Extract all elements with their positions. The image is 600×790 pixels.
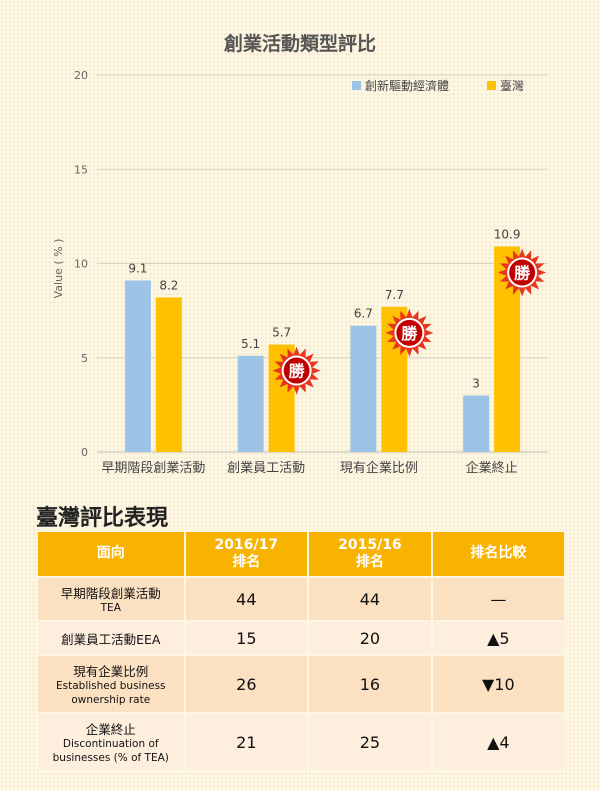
rank-compare-cell: ▲5 bbox=[430, 620, 567, 656]
win-badge-text: 勝 bbox=[401, 324, 418, 343]
data-label: 5.1 bbox=[241, 337, 260, 351]
x-tick-label: 創業員工活動 bbox=[227, 460, 305, 476]
bar bbox=[463, 395, 490, 452]
rank-2015-cell: 44 bbox=[307, 576, 433, 622]
win-badge bbox=[283, 357, 310, 384]
table-title: 臺灣評比表現 bbox=[36, 506, 169, 531]
y-tick-label: 0 bbox=[81, 446, 88, 459]
data-label: 10.9 bbox=[494, 228, 521, 242]
rank-2015-cell: 25 bbox=[307, 712, 433, 772]
facet-cell: 現有企業比例 Established business ownership rat… bbox=[36, 654, 186, 714]
legend-label: 臺灣 bbox=[500, 78, 524, 93]
table-header-row: 面向 2016/17 排名 2015/16 排名 排名比較 bbox=[36, 530, 567, 578]
x-tick-label: 早期階段創業活動 bbox=[101, 460, 205, 476]
rank-compare-cell: — bbox=[430, 576, 567, 622]
data-label: 3 bbox=[472, 376, 480, 390]
data-label: 9.1 bbox=[128, 261, 147, 275]
x-tick-label: 企業終止 bbox=[466, 460, 518, 476]
header-facet: 面向 bbox=[36, 530, 186, 578]
y-tick-label: 5 bbox=[81, 352, 88, 365]
y-axis-label: Value ( % ) bbox=[52, 239, 65, 299]
rank-2015-cell: 16 bbox=[307, 654, 433, 714]
table-row: 早期階段創業活動 TEA 44 44 — bbox=[36, 576, 567, 622]
bar-chart: 創業活動類型評比 0 5 10 15 20 Value ( % ) 早期階段創業活動 9.1 8.… bbox=[52, 32, 548, 476]
win-badge-text: 勝 bbox=[289, 362, 306, 381]
legend-swatch bbox=[487, 81, 496, 90]
rank-compare-cell: ▼10 bbox=[430, 654, 567, 714]
win-badge bbox=[396, 319, 423, 346]
data-label: 5.7 bbox=[272, 326, 291, 340]
rank-2016-cell: 21 bbox=[183, 712, 310, 772]
y-tick-label: 20 bbox=[74, 69, 88, 82]
facet-cell: 創業員工活動EEA bbox=[36, 620, 186, 656]
data-label: 6.7 bbox=[354, 307, 373, 321]
y-tick-label: 15 bbox=[74, 163, 88, 176]
rank-2016-cell: 15 bbox=[183, 620, 310, 656]
table-row: 創業員工活動EEA 15 20 ▲5 bbox=[36, 620, 567, 656]
legend-swatch bbox=[352, 81, 361, 90]
y-tick-label: 10 bbox=[74, 258, 88, 271]
table-row: 現有企業比例 Established business ownership rat… bbox=[36, 654, 567, 714]
win-badge bbox=[509, 259, 536, 286]
rank-2016-cell: 44 bbox=[183, 576, 310, 622]
facet-cell: 早期階段創業活動 TEA bbox=[36, 576, 186, 622]
x-tick-label: 現有企業比例 bbox=[340, 460, 418, 476]
bar bbox=[237, 355, 264, 452]
header-2016: 2016/17 排名 bbox=[183, 530, 310, 578]
ranking-table: 面向 2016/17 排名 2015/16 排名 排名比較 早期階段創業活動 TEA … bbox=[36, 530, 567, 772]
header-compare: 排名比較 bbox=[430, 530, 567, 578]
data-label: 8.2 bbox=[159, 278, 178, 292]
chart-title: 創業活動類型評比 bbox=[224, 32, 376, 55]
rank-2016-cell: 26 bbox=[183, 654, 310, 714]
bar bbox=[124, 280, 151, 452]
facet-cell: 企業終止 Discontinuation of businesses (% of … bbox=[36, 712, 186, 772]
bar bbox=[155, 297, 182, 452]
header-2015: 2015/16 排名 bbox=[307, 530, 433, 578]
table-row: 企業終止 Discontinuation of businesses (% of … bbox=[36, 712, 567, 772]
bar bbox=[350, 325, 377, 452]
data-label: 7.7 bbox=[385, 288, 404, 302]
legend-label: 創新驅動經濟體 bbox=[365, 78, 449, 93]
rank-2015-cell: 20 bbox=[307, 620, 433, 656]
rank-compare-cell: ▲4 bbox=[430, 712, 567, 772]
win-badge-text: 勝 bbox=[514, 264, 531, 283]
